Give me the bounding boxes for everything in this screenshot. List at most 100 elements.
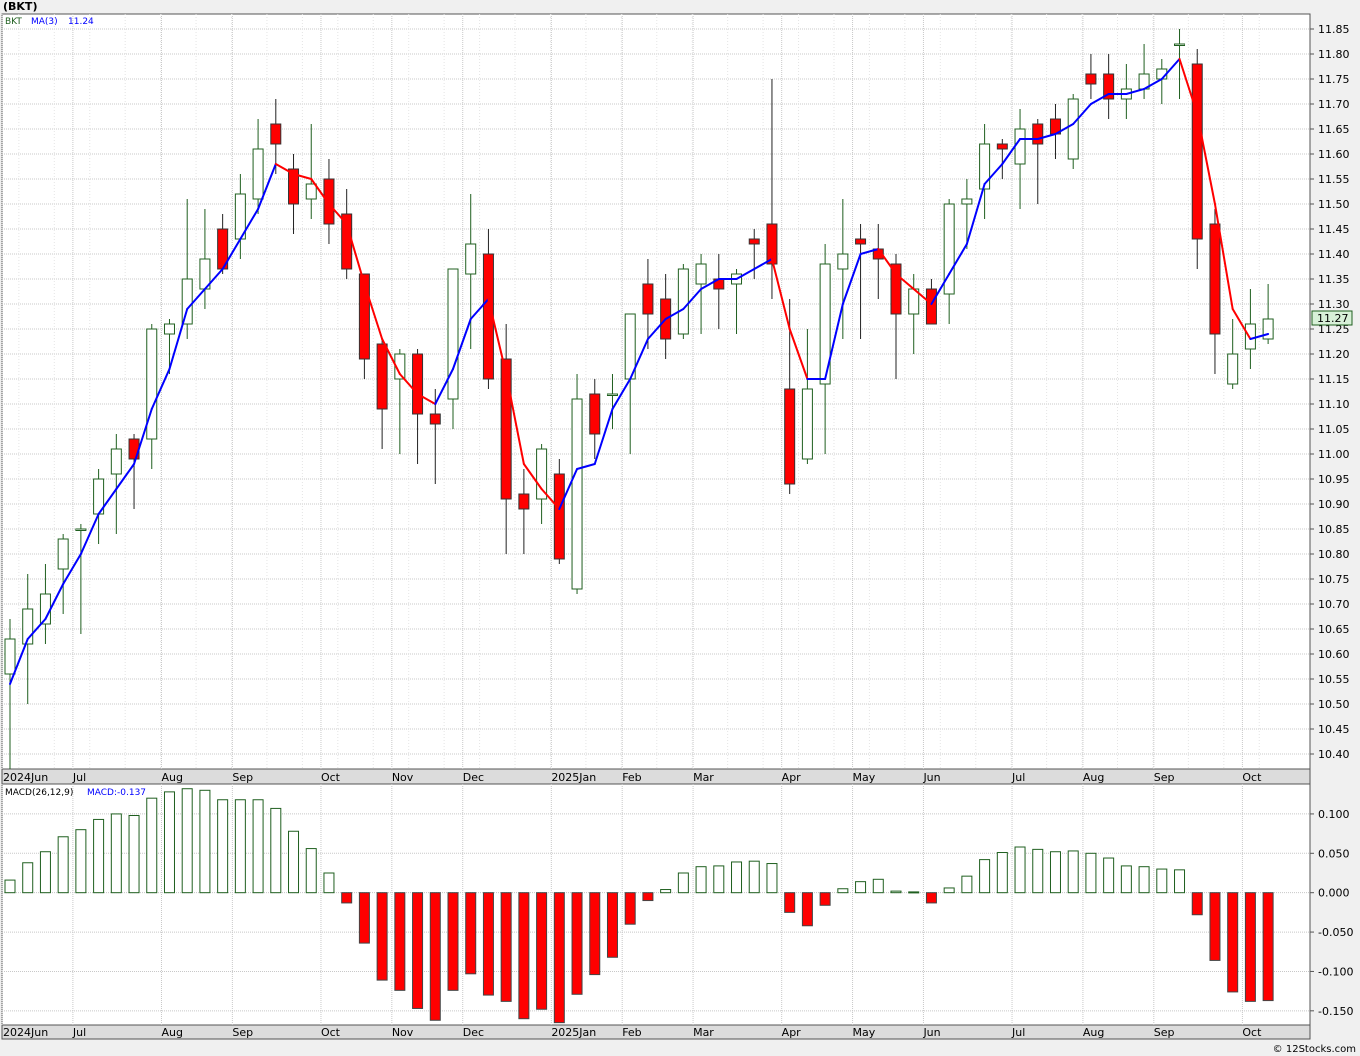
macd-bar	[447, 892, 459, 991]
candle-body	[606, 393, 618, 396]
ma-segment	[363, 283, 384, 340]
macd-bar	[163, 791, 175, 894]
macd-y-tick-label: 0.000	[1318, 887, 1350, 900]
price-y-tick-label: 11.80	[1318, 48, 1350, 61]
price-y-tick-label: 10.80	[1318, 548, 1350, 561]
macd-bar	[234, 799, 246, 894]
macd-bar	[855, 881, 867, 894]
candle-body	[22, 608, 34, 645]
ma-segment	[930, 273, 951, 305]
macd-bar	[553, 892, 565, 1024]
macd-bar	[376, 892, 388, 981]
macd-bar	[1262, 892, 1274, 1002]
macd-bar	[677, 872, 689, 894]
macd-bar	[1138, 866, 1150, 894]
ma-segment	[522, 463, 543, 490]
macd-x-tick-label: Aug	[1083, 1026, 1104, 1039]
ma-segment	[416, 393, 437, 405]
macd-bar	[500, 892, 512, 1002]
ma-segment	[44, 583, 65, 620]
last-price-tag: 11.27	[1311, 310, 1353, 326]
price-y-tick-label: 11.25	[1318, 323, 1350, 336]
macd-bar	[305, 848, 317, 894]
chart-title: (BKT)	[3, 0, 38, 13]
macd-bar	[323, 872, 335, 894]
ma-segment	[664, 308, 685, 320]
macd-bar	[4, 879, 16, 894]
ma-segment	[1089, 93, 1110, 105]
macd-bar	[358, 892, 370, 944]
macd-bar	[429, 892, 441, 1021]
ma-segment	[824, 303, 844, 380]
price-y-tick-label: 11.20	[1318, 348, 1350, 361]
price-y-tick-label: 10.55	[1318, 673, 1350, 686]
price-x-tick-label: Oct	[321, 771, 341, 784]
ma-segment	[753, 258, 773, 270]
ma-segment	[1213, 203, 1234, 310]
ma-segment	[1072, 103, 1092, 125]
ma-segment	[327, 203, 348, 225]
price-x-tick-label: Aug	[1083, 771, 1104, 784]
candle-body	[288, 168, 300, 205]
candle-body	[1067, 98, 1079, 160]
macd-x-tick-label: Jul	[1011, 1026, 1025, 1039]
price-y-tick-label: 11.15	[1318, 373, 1350, 386]
ma-segment	[965, 183, 986, 245]
macd-y-tick-label: -0.050	[1318, 926, 1353, 939]
ma-segment	[912, 288, 933, 305]
macd-bar	[713, 865, 725, 894]
macd-bar	[996, 852, 1008, 894]
price-panel	[1, 13, 1311, 770]
macd-bar	[1032, 848, 1044, 894]
candle-body	[1227, 353, 1239, 385]
price-y-tick-label: 10.75	[1318, 573, 1350, 586]
macd-bar	[1120, 865, 1132, 894]
macd-bar	[1244, 892, 1256, 1002]
ma-segment	[646, 318, 667, 340]
price-y-tick-label: 11.30	[1318, 298, 1350, 311]
macd-bar	[979, 859, 991, 894]
last-price-label: 11.27	[1317, 312, 1349, 325]
macd-x-tick-label: May	[853, 1026, 876, 1039]
candle-body	[695, 263, 707, 285]
price-y-tick-label: 11.55	[1318, 173, 1350, 186]
macd-bar	[270, 807, 282, 894]
candle-body	[961, 198, 973, 205]
legend-ma-value: 11.24	[68, 17, 94, 27]
candle-body	[801, 388, 813, 460]
macd-bar	[39, 851, 51, 894]
macd-bar	[128, 815, 140, 894]
candle-body	[536, 448, 548, 500]
price-y-tick-label: 10.45	[1318, 723, 1350, 736]
macd-x-tick-label: Sep	[232, 1026, 253, 1039]
macd-bar	[925, 892, 937, 904]
price-x-tick-label: Sep	[1154, 771, 1175, 784]
price-x-tick-label: Aug	[161, 771, 182, 784]
candle-body	[146, 328, 158, 440]
candle-body	[75, 528, 87, 531]
ma-segment	[682, 288, 703, 310]
price-y-tick-label: 10.40	[1318, 748, 1350, 761]
candle-body	[4, 638, 16, 675]
ma-segment	[576, 463, 596, 470]
ma-segment	[877, 248, 897, 275]
macd-bar	[1209, 892, 1221, 961]
macd-x-tick-label: Jun	[922, 1026, 940, 1039]
candle-body	[784, 388, 796, 485]
candle-body	[465, 243, 477, 275]
legend-ma-label: MA(3)	[31, 17, 58, 27]
ma-segment	[115, 463, 136, 490]
price-x-tick-label: Sep	[232, 771, 253, 784]
macd-x-tick-label: Aug	[161, 1026, 182, 1039]
macd-bar	[1174, 869, 1186, 894]
candle-body	[1191, 63, 1203, 240]
candle-body	[890, 263, 902, 315]
macd-bar	[731, 861, 743, 894]
ma-segment	[558, 468, 579, 510]
price-y-tick-label: 11.50	[1318, 198, 1350, 211]
candle-body	[748, 238, 760, 245]
price-y-tick-label: 10.95	[1318, 473, 1350, 486]
candle-body	[837, 253, 849, 270]
ma-segment	[381, 338, 401, 375]
